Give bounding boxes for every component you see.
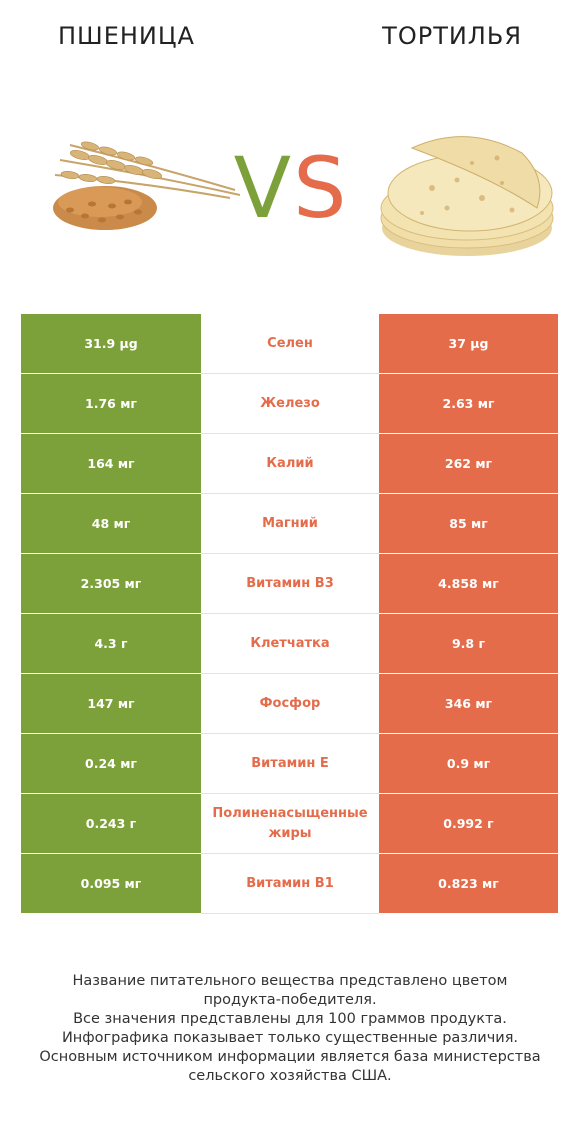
footer-line: Все значения представлены для 100 граммо…: [73, 1011, 507, 1027]
right-value: 262 мг: [379, 434, 558, 494]
right-product-title: ТОРТИЛЬЯ: [382, 22, 522, 50]
left-value: 147 мг: [21, 674, 201, 734]
right-value: 9.8 г: [379, 614, 558, 674]
footer-line: сельского хозяйства США.: [188, 1068, 392, 1084]
right-value: 0.9 мг: [379, 734, 558, 794]
nutrient-name: Магний: [201, 494, 379, 554]
table-row: 1.76 мг Железо 2.63 мг: [21, 374, 558, 434]
wheat-image: [53, 141, 241, 230]
table-row: 4.3 г Клетчатка 9.8 г: [21, 614, 558, 674]
left-value: 0.095 мг: [21, 854, 201, 914]
left-value: 0.243 г: [21, 794, 201, 854]
nutrient-name: Клетчатка: [201, 614, 379, 674]
table-row: 164 мг Калий 262 мг: [21, 434, 558, 494]
nutrient-name: Селен: [201, 314, 379, 374]
nutrient-name: Витамин B3: [201, 554, 379, 614]
table-row: 48 мг Магний 85 мг: [21, 494, 558, 554]
right-value: 0.823 мг: [379, 854, 558, 914]
table-row: 0.095 мг Витамин B1 0.823 мг: [21, 854, 558, 914]
comparison-table: 31.9 µg Селен 37 µg 1.76 мг Железо 2.63 мг 164…: [21, 314, 558, 914]
nutrient-name: Полиненасыщенные жиры: [201, 794, 379, 854]
footer-note: Название питательного вещества представл…: [20, 972, 560, 1086]
left-value: 164 мг: [21, 434, 201, 494]
right-value: 2.63 мг: [379, 374, 558, 434]
footer-line: продукта-победителя.: [203, 992, 377, 1008]
footer-line: Инфографика показывает только существенн…: [61, 1030, 519, 1046]
vs-v: V: [233, 139, 294, 237]
left-value: 1.76 мг: [21, 374, 201, 434]
table-row: 0.24 мг Витамин E 0.9 мг: [21, 734, 558, 794]
left-product-title: ПШЕНИЦА: [58, 22, 195, 50]
table-row: 0.243 г Полиненасыщенные жиры 0.992 г: [21, 794, 558, 854]
left-value: 4.3 г: [21, 614, 201, 674]
nutrient-name: Витамин B1: [201, 854, 379, 914]
footer-line: Название питательного вещества представл…: [72, 973, 508, 989]
left-value: 31.9 µg: [21, 314, 201, 374]
right-value: 37 µg: [379, 314, 558, 374]
right-value: 4.858 мг: [379, 554, 558, 614]
nutrient-name: Фосфор: [201, 674, 379, 734]
left-value: 2.305 мг: [21, 554, 201, 614]
footer-line: Основным источником информации является …: [39, 1049, 541, 1065]
vs-label: VS: [226, 138, 356, 238]
left-value: 48 мг: [21, 494, 201, 554]
right-value: 0.992 г: [379, 794, 558, 854]
right-value: 346 мг: [379, 674, 558, 734]
table-row: 31.9 µg Селен 37 µg: [21, 314, 558, 374]
nutrient-name: Калий: [201, 434, 379, 494]
vs-s: S: [293, 139, 349, 237]
left-value: 0.24 мг: [21, 734, 201, 794]
nutrient-name: Железо: [201, 374, 379, 434]
table-row: 147 мг Фосфор 346 мг: [21, 674, 558, 734]
right-value: 85 мг: [379, 494, 558, 554]
nutrient-name: Витамин E: [201, 734, 379, 794]
table-row: 2.305 мг Витамин B3 4.858 мг: [21, 554, 558, 614]
tortilla-image: [380, 136, 554, 256]
